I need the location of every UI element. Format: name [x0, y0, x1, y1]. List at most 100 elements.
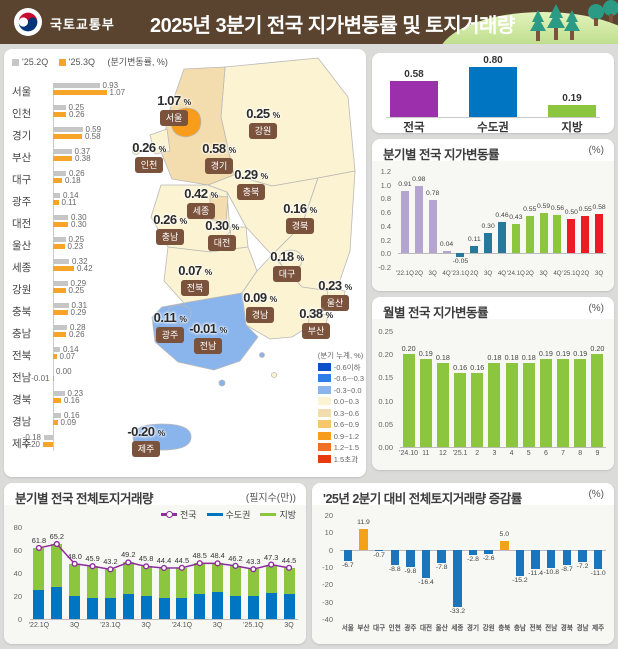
map-legend-item: -0.6~-0.3 — [317, 373, 364, 385]
bar-value-label: -2.6 — [482, 555, 495, 563]
monthly-body: 0.25 0.20 0.15 0.10 0.05 0.00 0.20 '24.10 0.19 1… — [372, 319, 614, 470]
map-region-incheon — [149, 128, 171, 155]
region-bar — [53, 171, 66, 176]
q2-legend-swatch — [12, 59, 19, 67]
x-tick-label: '24.10 — [399, 450, 419, 457]
province-bar — [33, 547, 45, 590]
map-value: -0.20 % — [127, 424, 165, 439]
region-bar — [53, 215, 68, 220]
y-tick-label: 0.8 — [380, 194, 391, 204]
percent-sign: % — [344, 282, 353, 292]
region-value: 0.93 — [102, 81, 119, 90]
region-value: 0.14 — [63, 191, 79, 200]
map-legend-item: -0.3~0.0 — [317, 385, 364, 397]
map-legend-swatch — [317, 374, 331, 382]
map-value: 0.25 % — [246, 106, 280, 121]
transactions-chart: 61.8 '22.1Q 65.2 48.0 3Q 45.9 43.2 '23.1Q 49.2 45… — [29, 527, 298, 629]
province-bar — [140, 566, 152, 596]
total-label: 48.4 — [210, 551, 225, 561]
bar — [406, 549, 415, 567]
map-island — [132, 147, 140, 155]
bar — [428, 199, 437, 254]
summary-bar — [390, 80, 438, 117]
map-label-busan: 0.38 % 부산 — [284, 306, 348, 339]
legend-swatch — [206, 513, 223, 516]
x-tick-label: '24.1Q — [506, 270, 525, 277]
bar — [511, 223, 520, 254]
y-tick-label: 0.0 — [380, 249, 391, 259]
capital-bar — [247, 596, 259, 619]
x-tick-label: 충남 — [513, 625, 527, 632]
region-bar — [53, 347, 60, 352]
percent-sign: % — [325, 310, 334, 320]
capital-bar — [122, 594, 134, 619]
bar-value-label: -9.8 — [404, 567, 417, 575]
map-label-sejong: 0.42 % 세종 — [169, 186, 233, 219]
y-tick-label: 0.10 — [378, 396, 393, 406]
transactions-legend: 전국 수도권 지방 — [151, 508, 296, 521]
percent-sign: % — [260, 171, 269, 181]
province-bar — [176, 567, 188, 599]
regional-row: 서울 0.93 1.07 — [4, 79, 125, 101]
bar — [531, 549, 540, 570]
bar-value-label: -0.05 — [452, 257, 469, 265]
region-name: 인천 — [12, 108, 32, 120]
bar — [343, 549, 353, 562]
summary-card: 0.58 0.80 0.19 전국 수도권 지방 — [372, 53, 614, 134]
province-bar — [265, 564, 277, 594]
y-tick-label: 0.20 — [378, 350, 393, 360]
bar — [421, 549, 431, 579]
capital-bar — [176, 598, 188, 619]
quarterly-title: 분기별 전국 지가변동률 — [383, 148, 499, 162]
regional-row: 강원 0.29 0.25 — [4, 277, 122, 299]
quarterly-yaxis: 1.2 1.0 0.8 0.6 0.4 0.2 0.0 -0.2 — [372, 167, 394, 272]
map-label-jeonnam: -0.01 % 전남 — [176, 321, 240, 354]
legend-item: 수도권 — [206, 508, 250, 521]
x-tick-label: '25.1Q — [562, 270, 581, 277]
region-name: 강원 — [12, 284, 32, 296]
bar — [419, 358, 432, 447]
map-region-gwangju — [167, 304, 192, 325]
region-bar — [53, 156, 72, 161]
bar-value-label: 0.98 — [412, 176, 426, 184]
region-bar — [53, 266, 74, 271]
map-region-badge: 대전 — [207, 234, 237, 251]
summary-category: 지방 — [561, 122, 583, 134]
map-label-gwangju: 0.11 % 광주 — [138, 310, 202, 343]
summary-column: 0.80 — [465, 55, 521, 117]
y-tick-label: 20 — [324, 511, 333, 520]
bar-value-label: 0.58 — [592, 203, 606, 211]
y-tick-label: 60 — [13, 546, 22, 555]
region-name: 부산 — [12, 152, 32, 164]
bar — [546, 549, 556, 569]
x-tick-label: 강원 — [482, 625, 495, 632]
map-value: 0.26 % — [153, 212, 187, 227]
bar-value-label: 0.20 — [590, 344, 605, 353]
total-label: 44.5 — [281, 555, 297, 565]
map-legend-swatch — [317, 397, 331, 405]
region-name: 광주 — [12, 196, 32, 208]
bar — [553, 214, 562, 254]
bar-value-label: -11.4 — [528, 570, 544, 578]
y-tick-label: 80 — [13, 523, 22, 532]
monthly-unit: (%) — [588, 303, 604, 314]
map-region-badge: 충북 — [236, 183, 266, 200]
percent-sign: % — [231, 222, 240, 232]
x-tick-label: 전북 — [529, 625, 542, 632]
bar-value-label: 0.16 — [470, 362, 485, 372]
region-name: 전북 — [12, 350, 32, 362]
bar-value-label: -11.0 — [590, 569, 606, 577]
map-value: 0.09 % — [243, 290, 277, 305]
region-bar — [53, 391, 65, 396]
monthly-yaxis: 0.25 0.20 0.15 0.10 0.05 0.00 — [372, 327, 396, 452]
region-name: 충북 — [12, 306, 32, 318]
region-value: 0.42 — [77, 264, 93, 273]
legend-swatch — [260, 513, 277, 516]
region-bar — [53, 310, 68, 315]
x-tick-label: 2Q — [414, 270, 423, 277]
x-tick-label: 3Q — [284, 622, 294, 629]
percent-sign: % — [204, 267, 213, 277]
y-tick-label: -40 — [322, 615, 333, 624]
change-rate-yaxis: 20 10 0 -10 -20 -30 -40 — [312, 511, 336, 624]
regional-bar-chart: 서울 0.93 1.07 인천 0.25 0.26 경기 0.59 0.58 부산 0.37 0.38… — [4, 79, 125, 457]
